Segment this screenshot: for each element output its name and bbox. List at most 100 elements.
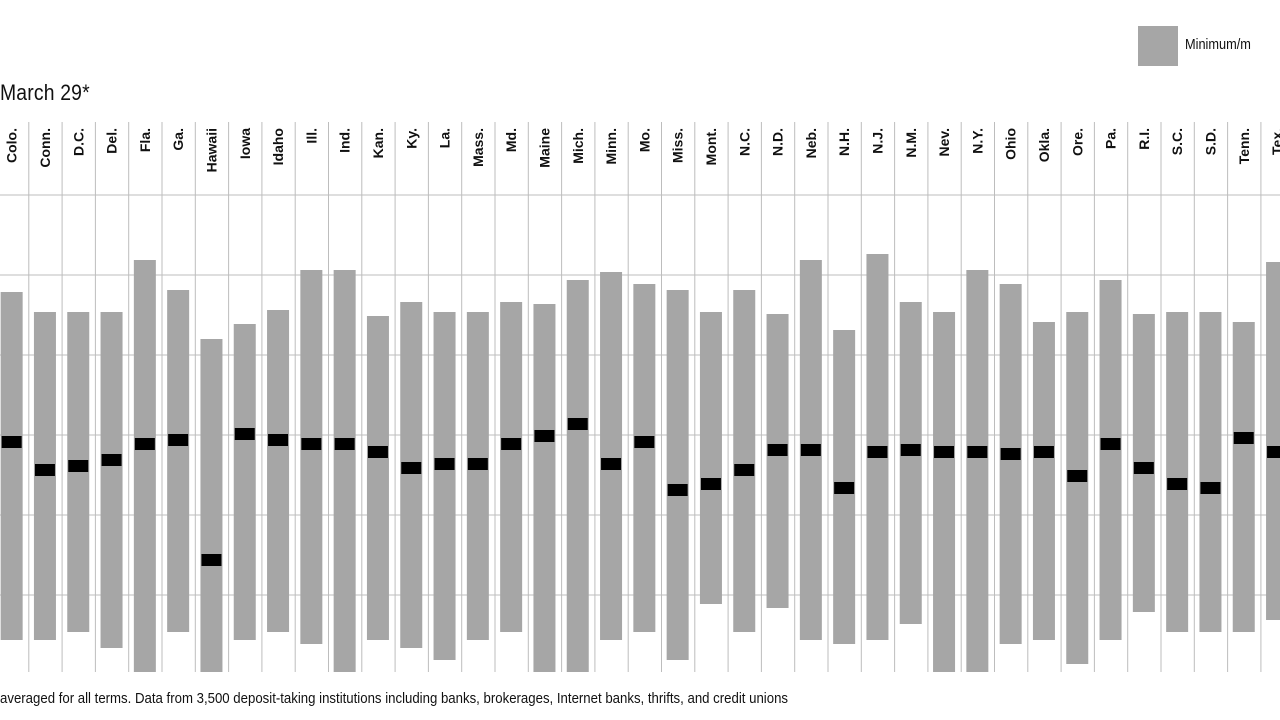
- range-bar: [966, 270, 989, 672]
- average-marker: [434, 458, 455, 470]
- average-marker: [301, 438, 322, 450]
- average-marker: [834, 482, 855, 494]
- average-marker: [1233, 432, 1254, 444]
- average-marker: [567, 418, 588, 430]
- average-marker: [467, 458, 488, 470]
- average-marker: [1000, 448, 1021, 460]
- state-label: Mich.: [570, 128, 586, 164]
- range-bar: [933, 312, 956, 672]
- average-marker: [634, 436, 655, 448]
- state-label: Conn.: [37, 128, 53, 168]
- range-bar: [699, 312, 722, 604]
- state-label: N.M.: [903, 128, 919, 158]
- state-label: Ind.: [337, 128, 353, 153]
- state-label: Tex.: [1269, 128, 1280, 155]
- range-bar: [300, 270, 323, 644]
- average-markers: [1, 418, 1280, 566]
- state-label: Okla.: [1036, 128, 1052, 162]
- state-label: Neb.: [803, 128, 819, 158]
- range-bar: [500, 302, 523, 632]
- state-label: Ore.: [1069, 128, 1085, 156]
- range-bar: [766, 314, 789, 608]
- average-marker: [934, 446, 955, 458]
- average-marker: [900, 444, 921, 456]
- legend-label: Minimum/m: [1185, 36, 1251, 53]
- state-label: Pa.: [1103, 128, 1119, 149]
- state-label: N.D.: [770, 128, 786, 156]
- state-label: N.H.: [836, 128, 852, 156]
- average-marker: [1167, 478, 1188, 490]
- average-marker: [1, 436, 22, 448]
- state-label: Iowa: [237, 128, 253, 159]
- range-bar: [0, 292, 23, 640]
- state-label: N.J.: [869, 128, 885, 154]
- range-bar: [267, 310, 290, 632]
- state-label: N.Y.: [969, 128, 985, 154]
- range-bar: [666, 290, 689, 660]
- state-label: Ky.: [403, 128, 419, 149]
- state-label: Ga.: [170, 128, 186, 151]
- state-label: Minn.: [603, 128, 619, 165]
- state-label: Ohio: [1003, 128, 1019, 160]
- range-bar: [600, 272, 623, 640]
- range-bar: [999, 284, 1022, 644]
- range-bar: [400, 302, 423, 648]
- state-label: Miss.: [670, 128, 686, 163]
- range-bar: [167, 290, 190, 632]
- range-bar: [566, 280, 589, 672]
- average-marker: [767, 444, 788, 456]
- state-label: N.C.: [736, 128, 752, 156]
- average-marker: [1067, 470, 1088, 482]
- state-label: Maine: [536, 128, 552, 168]
- state-label: D.C.: [70, 128, 86, 156]
- range-bar: [733, 290, 756, 632]
- state-label: Md.: [503, 128, 519, 152]
- range-bar: [899, 302, 922, 624]
- state-label: Ill.: [303, 128, 319, 144]
- state-label: Idaho: [270, 128, 286, 165]
- average-marker: [1133, 462, 1154, 474]
- state-label: Nev.: [936, 128, 952, 157]
- average-marker: [1100, 438, 1121, 450]
- average-marker: [667, 484, 688, 496]
- range-bar: [233, 324, 256, 640]
- range-bar: [433, 312, 456, 660]
- average-marker: [367, 446, 388, 458]
- state-label: Mo.: [636, 128, 652, 152]
- average-marker: [234, 428, 255, 440]
- range-bar: [1066, 312, 1089, 664]
- range-bar: [333, 270, 356, 672]
- average-marker: [800, 444, 821, 456]
- average-marker: [1200, 482, 1221, 494]
- state-label: Mont.: [703, 128, 719, 165]
- state-label: Kan.: [370, 128, 386, 158]
- range-bar: [533, 304, 556, 672]
- state-labels: Colo. Conn. D.C. Del. Fla. Ga. Hawaii Iowa Idaho…: [4, 128, 1280, 173]
- range-bar: [1166, 312, 1189, 632]
- average-marker: [134, 438, 155, 450]
- average-marker: [734, 464, 755, 476]
- state-label: Mass.: [470, 128, 486, 167]
- range-bar: [466, 312, 489, 640]
- average-marker: [501, 438, 522, 450]
- state-label: Colo.: [4, 128, 20, 163]
- state-label: S.D.: [1202, 128, 1218, 155]
- range-bar: [366, 316, 389, 640]
- state-label: R.I.: [1136, 128, 1152, 150]
- average-marker: [201, 554, 222, 566]
- average-marker: [268, 434, 289, 446]
- range-bars: [0, 254, 1280, 672]
- range-bar: [100, 312, 123, 648]
- average-marker: [1033, 446, 1054, 458]
- average-marker: [867, 446, 888, 458]
- range-bar: [1232, 322, 1255, 632]
- state-label: La.: [437, 128, 453, 148]
- range-bar: [1099, 280, 1122, 640]
- footnote: averaged for all terms. Data from 3,500 …: [0, 690, 789, 707]
- average-marker: [601, 458, 622, 470]
- average-marker: [534, 430, 555, 442]
- average-marker: [401, 462, 422, 474]
- state-label: Hawaii: [203, 128, 219, 172]
- average-marker: [334, 438, 355, 450]
